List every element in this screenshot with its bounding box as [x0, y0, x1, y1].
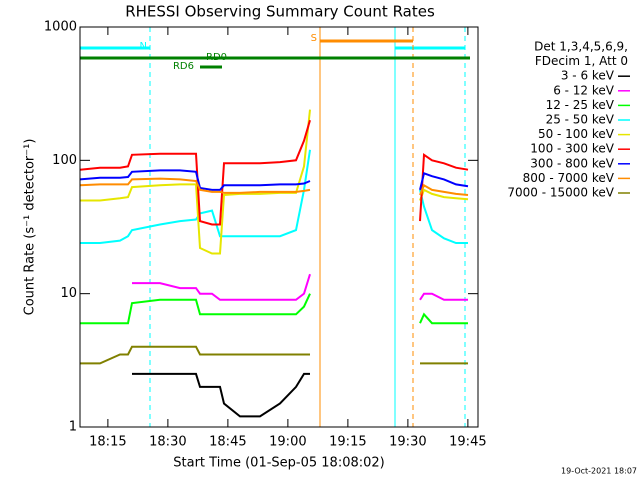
x-tick-label: 18:15: [89, 435, 126, 450]
chart-title: RHESSI Observing Summary Count Rates: [125, 3, 435, 21]
interval-label: RD6: [173, 61, 194, 72]
y-tick-label: 1000: [44, 20, 77, 35]
plot-frame: [79, 26, 479, 428]
series-line: [79, 119, 469, 226]
legend-label: 100 - 300 keV: [530, 142, 614, 156]
x-axis-label: Start Time (01-Sep-05 18:08:02): [173, 456, 384, 471]
legend-label: 6 - 12 keV: [553, 83, 615, 97]
series-line: [79, 177, 469, 196]
legend-label: 25 - 50 keV: [546, 113, 615, 127]
x-tick-label: 18:45: [209, 435, 246, 450]
legend-label: 7000 - 15000 keV: [507, 186, 614, 200]
x-tick-label: 19:30: [389, 435, 426, 450]
legend-header: FDecim 1, Att 0: [535, 54, 628, 68]
x-tick-label: 19:15: [329, 435, 366, 450]
legend-label: 300 - 800 keV: [530, 156, 614, 170]
series-line: [80, 345, 468, 365]
legend-label: 50 - 100 keV: [538, 127, 615, 141]
timestamp: 19-Oct-2021 18:07: [561, 467, 637, 476]
y-tick-label: 10: [60, 286, 77, 301]
y-axis-label: Count Rate (s⁻¹ detector⁻¹): [23, 139, 38, 316]
x-tick-label: 19:45: [449, 435, 486, 450]
legend-label: 12 - 25 keV: [546, 98, 615, 112]
interval-label: N: [140, 41, 147, 52]
interval-label: RD0: [206, 52, 227, 63]
y-tick-label: 1: [69, 420, 77, 435]
series-line: [80, 149, 468, 244]
series-line: [80, 293, 468, 325]
x-tick-label: 18:30: [149, 435, 186, 450]
y-tick-label: 100: [52, 153, 77, 168]
series-line: [132, 273, 468, 301]
series-line: [132, 372, 310, 418]
series-line: [79, 169, 469, 191]
legend-label: 3 - 6 keV: [561, 69, 615, 83]
legend-header: Det 1,3,4,5,6,9,: [534, 40, 628, 54]
legend-label: 800 - 7000 keV: [523, 171, 615, 185]
x-tick-label: 19:00: [269, 435, 306, 450]
interval-label: S: [311, 33, 317, 44]
